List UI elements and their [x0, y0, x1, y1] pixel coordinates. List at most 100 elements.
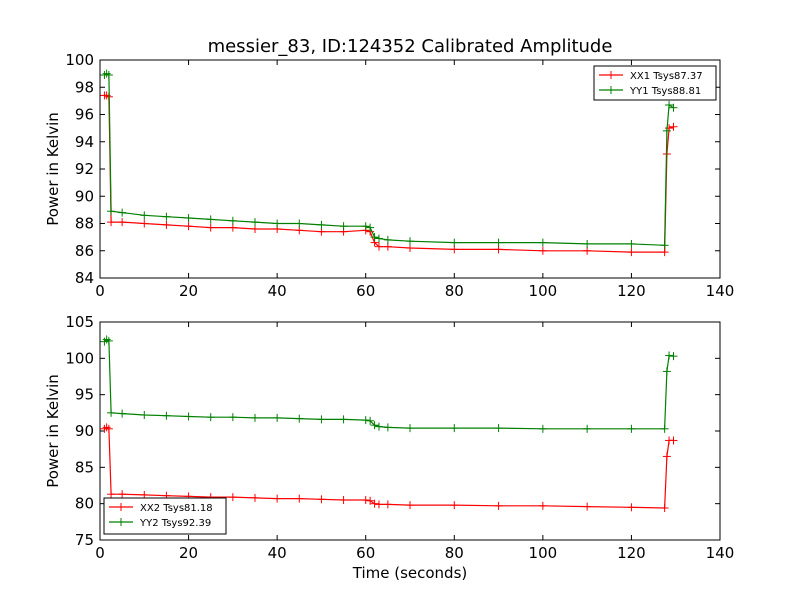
bottom-y-axis-label: Power in Kelvin	[44, 374, 62, 488]
top-series-2-point	[118, 208, 127, 217]
bottom-x-tick-label: 120	[617, 544, 646, 562]
bottom-series-2-point	[375, 422, 383, 431]
top-y-tick-label: 84	[75, 269, 94, 287]
top-x-tick-label: 100	[529, 282, 558, 300]
bottom-legend-entry: YY2 Tsys92.39	[109, 518, 211, 529]
top-x-tick-label: 80	[445, 282, 464, 300]
bottom-legend-box	[103, 497, 227, 535]
bottom-series-layer	[100, 335, 678, 513]
top-series-2-point	[184, 214, 193, 223]
bottom-series-2-point	[228, 413, 237, 422]
top-legend: XX1 Tsys87.37 YY1 Tsys88.81	[593, 65, 717, 101]
top-series-1-point	[140, 219, 149, 228]
top-y-tick-label: 86	[75, 242, 94, 260]
top-x-tick-label: 20	[179, 282, 198, 300]
top-series-2-point	[317, 220, 326, 229]
bottom-series-2-point	[538, 424, 547, 433]
bottom-series-1-point	[383, 500, 392, 509]
bottom-series-1-point	[107, 490, 116, 499]
bottom-series-1-point	[317, 495, 326, 504]
top-y-tick-label: 100	[65, 51, 94, 69]
bottom-series-1-point	[366, 496, 375, 505]
bottom-series-2-point	[370, 421, 379, 430]
bottom-series-1-point	[450, 501, 459, 510]
top-series-2-point	[450, 238, 459, 247]
top-series-1-point	[583, 246, 592, 255]
top-series-1-point	[206, 223, 215, 232]
top-series-1-point	[251, 224, 259, 233]
bottom-series-2-point	[583, 424, 592, 433]
top-x-tick-label: 60	[356, 282, 375, 300]
top-series-1-point	[107, 218, 116, 227]
bottom-series-2-point	[206, 413, 215, 422]
bottom-series-2-point	[339, 415, 348, 424]
bottom-series-2-point	[317, 415, 326, 424]
bottom-series-1-point	[494, 501, 503, 510]
bottom-plot-frame	[99, 321, 721, 541]
top-x-tick-label: 0	[95, 282, 105, 300]
bottom-series-2-point	[494, 424, 503, 433]
top-series-2-point	[406, 237, 414, 246]
bottom-series-2-point	[660, 424, 669, 433]
bottom-series-2-point	[295, 414, 304, 423]
bottom-legend-entry: XX2 Tsys81.18	[109, 503, 213, 514]
top-series-2-point	[583, 239, 592, 248]
top-series-1-point	[669, 122, 678, 131]
top-series-1-point	[383, 242, 392, 251]
top-y-tick-label: 96	[75, 106, 94, 124]
top-series-2-point	[383, 235, 392, 244]
bottom-x-tick-label: 20	[179, 544, 198, 562]
bottom-series-1-point	[538, 501, 547, 510]
top-series-1-point	[295, 226, 304, 235]
top-series-1-point	[317, 227, 326, 236]
bottom-series-1-point	[583, 502, 592, 511]
bottom-series-1-point	[361, 496, 370, 505]
bottom-series-2-point	[662, 367, 671, 376]
bottom-x-tick-label: 60	[356, 544, 375, 562]
bottom-x-tick-label: 140	[706, 544, 735, 562]
bottom-series-1-point	[251, 493, 259, 502]
bottom-series-2-point	[366, 416, 375, 425]
bottom-series-1-point	[339, 496, 348, 505]
top-series-2-point	[104, 70, 113, 79]
top-series-2-point	[375, 234, 383, 243]
top-series-2-point	[669, 103, 678, 112]
bottom-series-1-point	[228, 493, 237, 502]
top-series-2-point	[251, 218, 259, 227]
top-series-2-point	[140, 211, 149, 220]
bottom-series-2-point	[118, 409, 127, 418]
bottom-x-tick-label: 80	[445, 544, 464, 562]
top-x-tick-label: 120	[617, 282, 646, 300]
bottom-y-tick-label: 80	[75, 495, 94, 513]
top-series-2-point	[339, 222, 348, 231]
bottom-series-2-point	[162, 411, 171, 420]
top-series-2-point	[361, 222, 370, 231]
bottom-x-tick-label: 40	[268, 544, 287, 562]
top-legend-label: XX1 Tsys87.37	[630, 71, 703, 82]
bottom-series-1-point	[370, 499, 379, 508]
top-series-2-point	[662, 126, 671, 135]
top-series-1-point	[450, 245, 459, 254]
bottom-series-1-point	[662, 452, 671, 461]
bottom-series-1-point	[295, 494, 304, 503]
top-series-1-point	[406, 244, 414, 253]
bottom-series-1-point	[669, 436, 678, 445]
top-y-tick-label: 98	[75, 78, 94, 96]
bottom-y-tick-label: 75	[75, 531, 94, 549]
top-x-tick-label: 40	[268, 282, 287, 300]
top-ticks: 0 20 40 60 80 100 120 140 84 86 88 90 92 94 96 98 100	[65, 51, 734, 300]
top-y-axis-label: Power in Kelvin	[44, 112, 62, 226]
top-series-2-point	[538, 238, 547, 247]
top-legend-box	[593, 65, 717, 101]
top-series-1-point	[660, 248, 669, 257]
top-series-2-point	[273, 219, 282, 228]
top-series-1-point	[228, 223, 237, 232]
bottom-series-2-point	[251, 413, 259, 422]
bottom-panel: 0 20 40 60 80 100 120 140 75 80 85 90 95 100 105 Power…	[44, 313, 734, 582]
bottom-x-tick-label: 100	[529, 544, 558, 562]
top-series-2-point	[665, 100, 674, 109]
bottom-series-2-point	[107, 408, 116, 417]
bottom-y-tick-label: 85	[75, 458, 94, 476]
bottom-series-2-point	[669, 352, 678, 361]
